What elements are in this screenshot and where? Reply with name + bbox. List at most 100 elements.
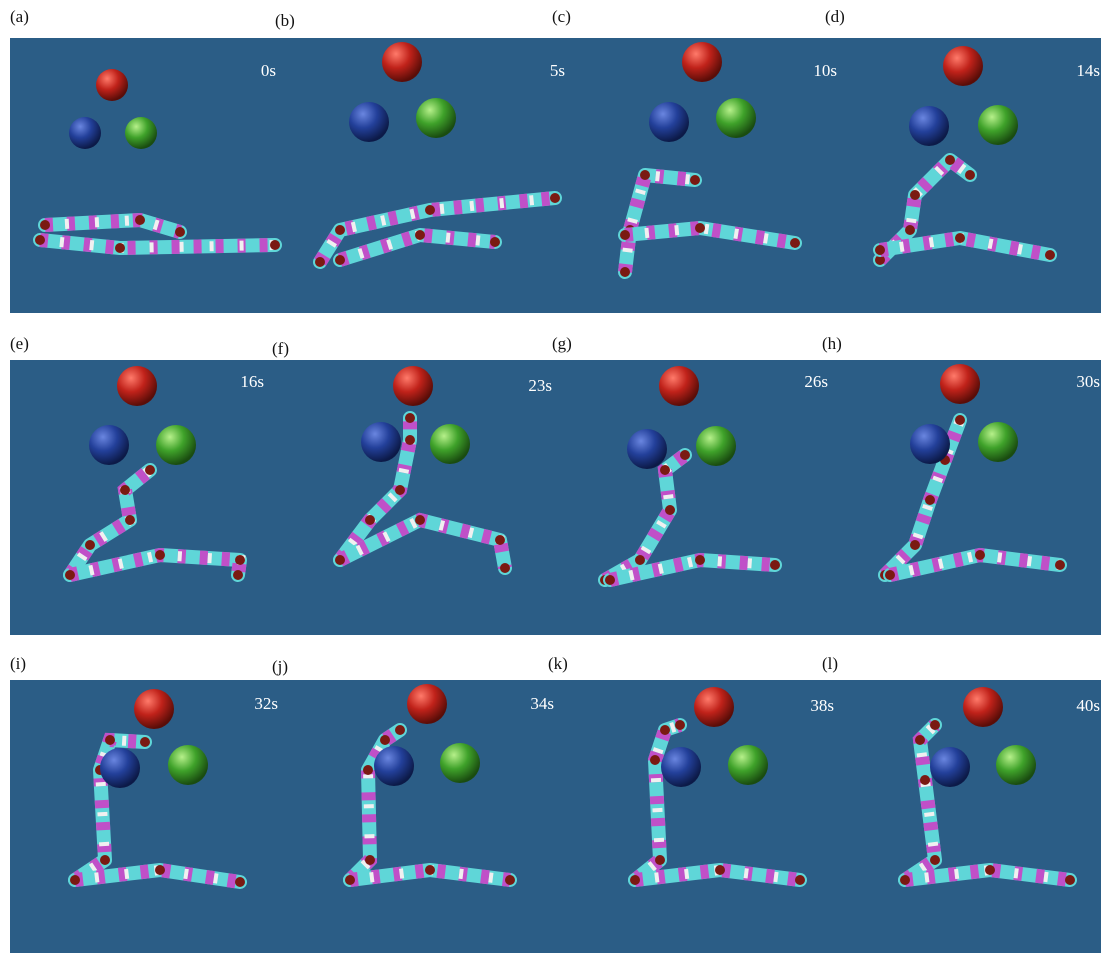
sphere (696, 426, 736, 466)
panel-label: (k) (548, 654, 568, 673)
joint (425, 205, 435, 215)
joint (35, 235, 45, 245)
joint (605, 575, 615, 585)
sphere (930, 747, 970, 787)
sphere (100, 748, 140, 788)
joint (945, 155, 955, 165)
joint (650, 755, 660, 765)
joint (500, 563, 510, 573)
joint (415, 230, 425, 240)
joint (175, 227, 185, 237)
joint (315, 257, 325, 267)
joint (1055, 560, 1065, 570)
joint (380, 735, 390, 745)
joint (405, 435, 415, 445)
time-label: 16s (240, 372, 264, 391)
joint (65, 570, 75, 580)
joint (925, 495, 935, 505)
time-label: 14s (1076, 61, 1100, 80)
sphere (978, 422, 1018, 462)
sphere (134, 689, 174, 729)
sphere (909, 106, 949, 146)
joint (70, 875, 80, 885)
panel-label: (c) (552, 7, 571, 26)
joint (100, 855, 110, 865)
joint (955, 233, 965, 243)
joint (885, 570, 895, 580)
joint (715, 865, 725, 875)
joint (415, 515, 425, 525)
time-label: 40s (1076, 696, 1100, 715)
joint (115, 243, 125, 253)
joint (363, 765, 373, 775)
time-label: 0s (261, 61, 276, 80)
sphere (393, 366, 433, 406)
sphere (156, 425, 196, 465)
sphere (682, 42, 722, 82)
joint (335, 555, 345, 565)
joint (695, 223, 705, 233)
joint (235, 555, 245, 565)
time-label: 5s (550, 61, 565, 80)
sphere (430, 424, 470, 464)
joint (905, 225, 915, 235)
joint (965, 170, 975, 180)
joint (660, 465, 670, 475)
sphere (943, 46, 983, 86)
joint (795, 875, 805, 885)
time-label: 30s (1076, 372, 1100, 391)
joint (680, 450, 690, 460)
sphere (910, 424, 950, 464)
joint (495, 535, 505, 545)
sphere (125, 117, 157, 149)
panel-label: (a) (10, 7, 29, 26)
joint (695, 555, 705, 565)
sphere (168, 745, 208, 785)
joint (395, 725, 405, 735)
joint (40, 220, 50, 230)
time-label: 38s (810, 696, 834, 715)
joint (125, 515, 135, 525)
joint (233, 570, 243, 580)
sphere (440, 743, 480, 783)
time-label: 10s (813, 61, 837, 80)
joint (910, 190, 920, 200)
joint (635, 555, 645, 565)
sphere (69, 117, 101, 149)
joint (335, 255, 345, 265)
sphere (728, 745, 768, 785)
sphere (963, 687, 1003, 727)
sphere (382, 42, 422, 82)
joint (335, 225, 345, 235)
joint (145, 465, 155, 475)
joint (920, 775, 930, 785)
joint (365, 855, 375, 865)
sphere (407, 684, 447, 724)
sphere (374, 746, 414, 786)
joint (790, 238, 800, 248)
sphere (361, 422, 401, 462)
time-label: 32s (254, 694, 278, 713)
joint (985, 865, 995, 875)
sphere (940, 364, 980, 404)
sphere (978, 105, 1018, 145)
joint (505, 875, 515, 885)
joint (620, 267, 630, 277)
joint (620, 230, 630, 240)
joint (405, 413, 415, 423)
panel-label: (e) (10, 334, 29, 353)
joint (425, 865, 435, 875)
joint (640, 170, 650, 180)
joint (690, 175, 700, 185)
joint (120, 485, 130, 495)
joint (85, 540, 95, 550)
panel-label: (j) (272, 657, 288, 676)
joint (155, 865, 165, 875)
joint (550, 193, 560, 203)
sphere (649, 102, 689, 142)
joint (770, 560, 780, 570)
sphere (627, 429, 667, 469)
joint (135, 215, 145, 225)
joint (140, 737, 150, 747)
panel-label: (l) (822, 654, 838, 673)
